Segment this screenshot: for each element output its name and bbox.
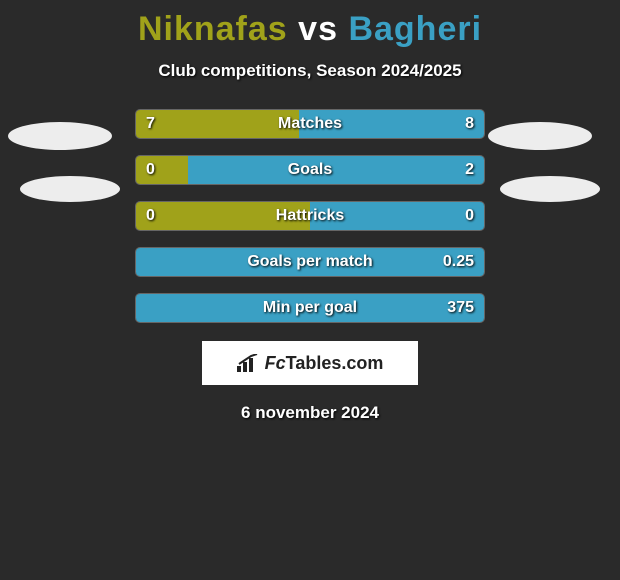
chart-icon	[237, 354, 259, 372]
stat-label: Hattricks	[276, 207, 344, 225]
stat-label: Matches	[278, 115, 342, 133]
bar-track: 0 2 Goals	[135, 155, 485, 185]
bar-track: 375 Min per goal	[135, 293, 485, 323]
bar-track: 0.25 Goals per match	[135, 247, 485, 277]
brand-text: FcTables.com	[265, 353, 384, 374]
value-left: 7	[146, 115, 155, 133]
brand-prefix: Fc	[265, 353, 286, 373]
bar-left	[136, 110, 299, 138]
club-logo	[500, 176, 600, 202]
stat-label: Goals per match	[247, 253, 372, 271]
value-left: 0	[146, 161, 155, 179]
club-logo	[8, 122, 112, 150]
value-right: 8	[465, 115, 474, 133]
stat-row: 375 Min per goal	[10, 293, 610, 323]
bar-track: 0 0 Hattricks	[135, 201, 485, 231]
date-text: 6 november 2024	[0, 403, 620, 423]
value-right: 375	[447, 299, 474, 317]
title-player1: Niknafas	[138, 10, 288, 48]
stat-row: 0.25 Goals per match	[10, 247, 610, 277]
brand-suffix: Tables.com	[286, 353, 384, 373]
value-right: 0	[465, 207, 474, 225]
club-logo	[488, 122, 592, 150]
page-title: Niknafas vs Bagheri	[0, 10, 620, 49]
value-left: 0	[146, 207, 155, 225]
infographic-container: Niknafas vs Bagheri Club competitions, S…	[0, 0, 620, 423]
stat-label: Min per goal	[263, 299, 357, 317]
club-logo	[20, 176, 120, 202]
title-vs: vs	[298, 10, 338, 48]
title-player2: Bagheri	[348, 10, 482, 48]
bar-track: 7 8 Matches	[135, 109, 485, 139]
stat-label: Goals	[288, 161, 332, 179]
value-right: 0.25	[443, 253, 474, 271]
bar-left	[136, 156, 188, 184]
stat-row: 0 0 Hattricks	[10, 201, 610, 231]
bar-right	[188, 156, 484, 184]
subtitle: Club competitions, Season 2024/2025	[0, 61, 620, 81]
value-right: 2	[465, 161, 474, 179]
brand-logo: FcTables.com	[202, 341, 418, 385]
